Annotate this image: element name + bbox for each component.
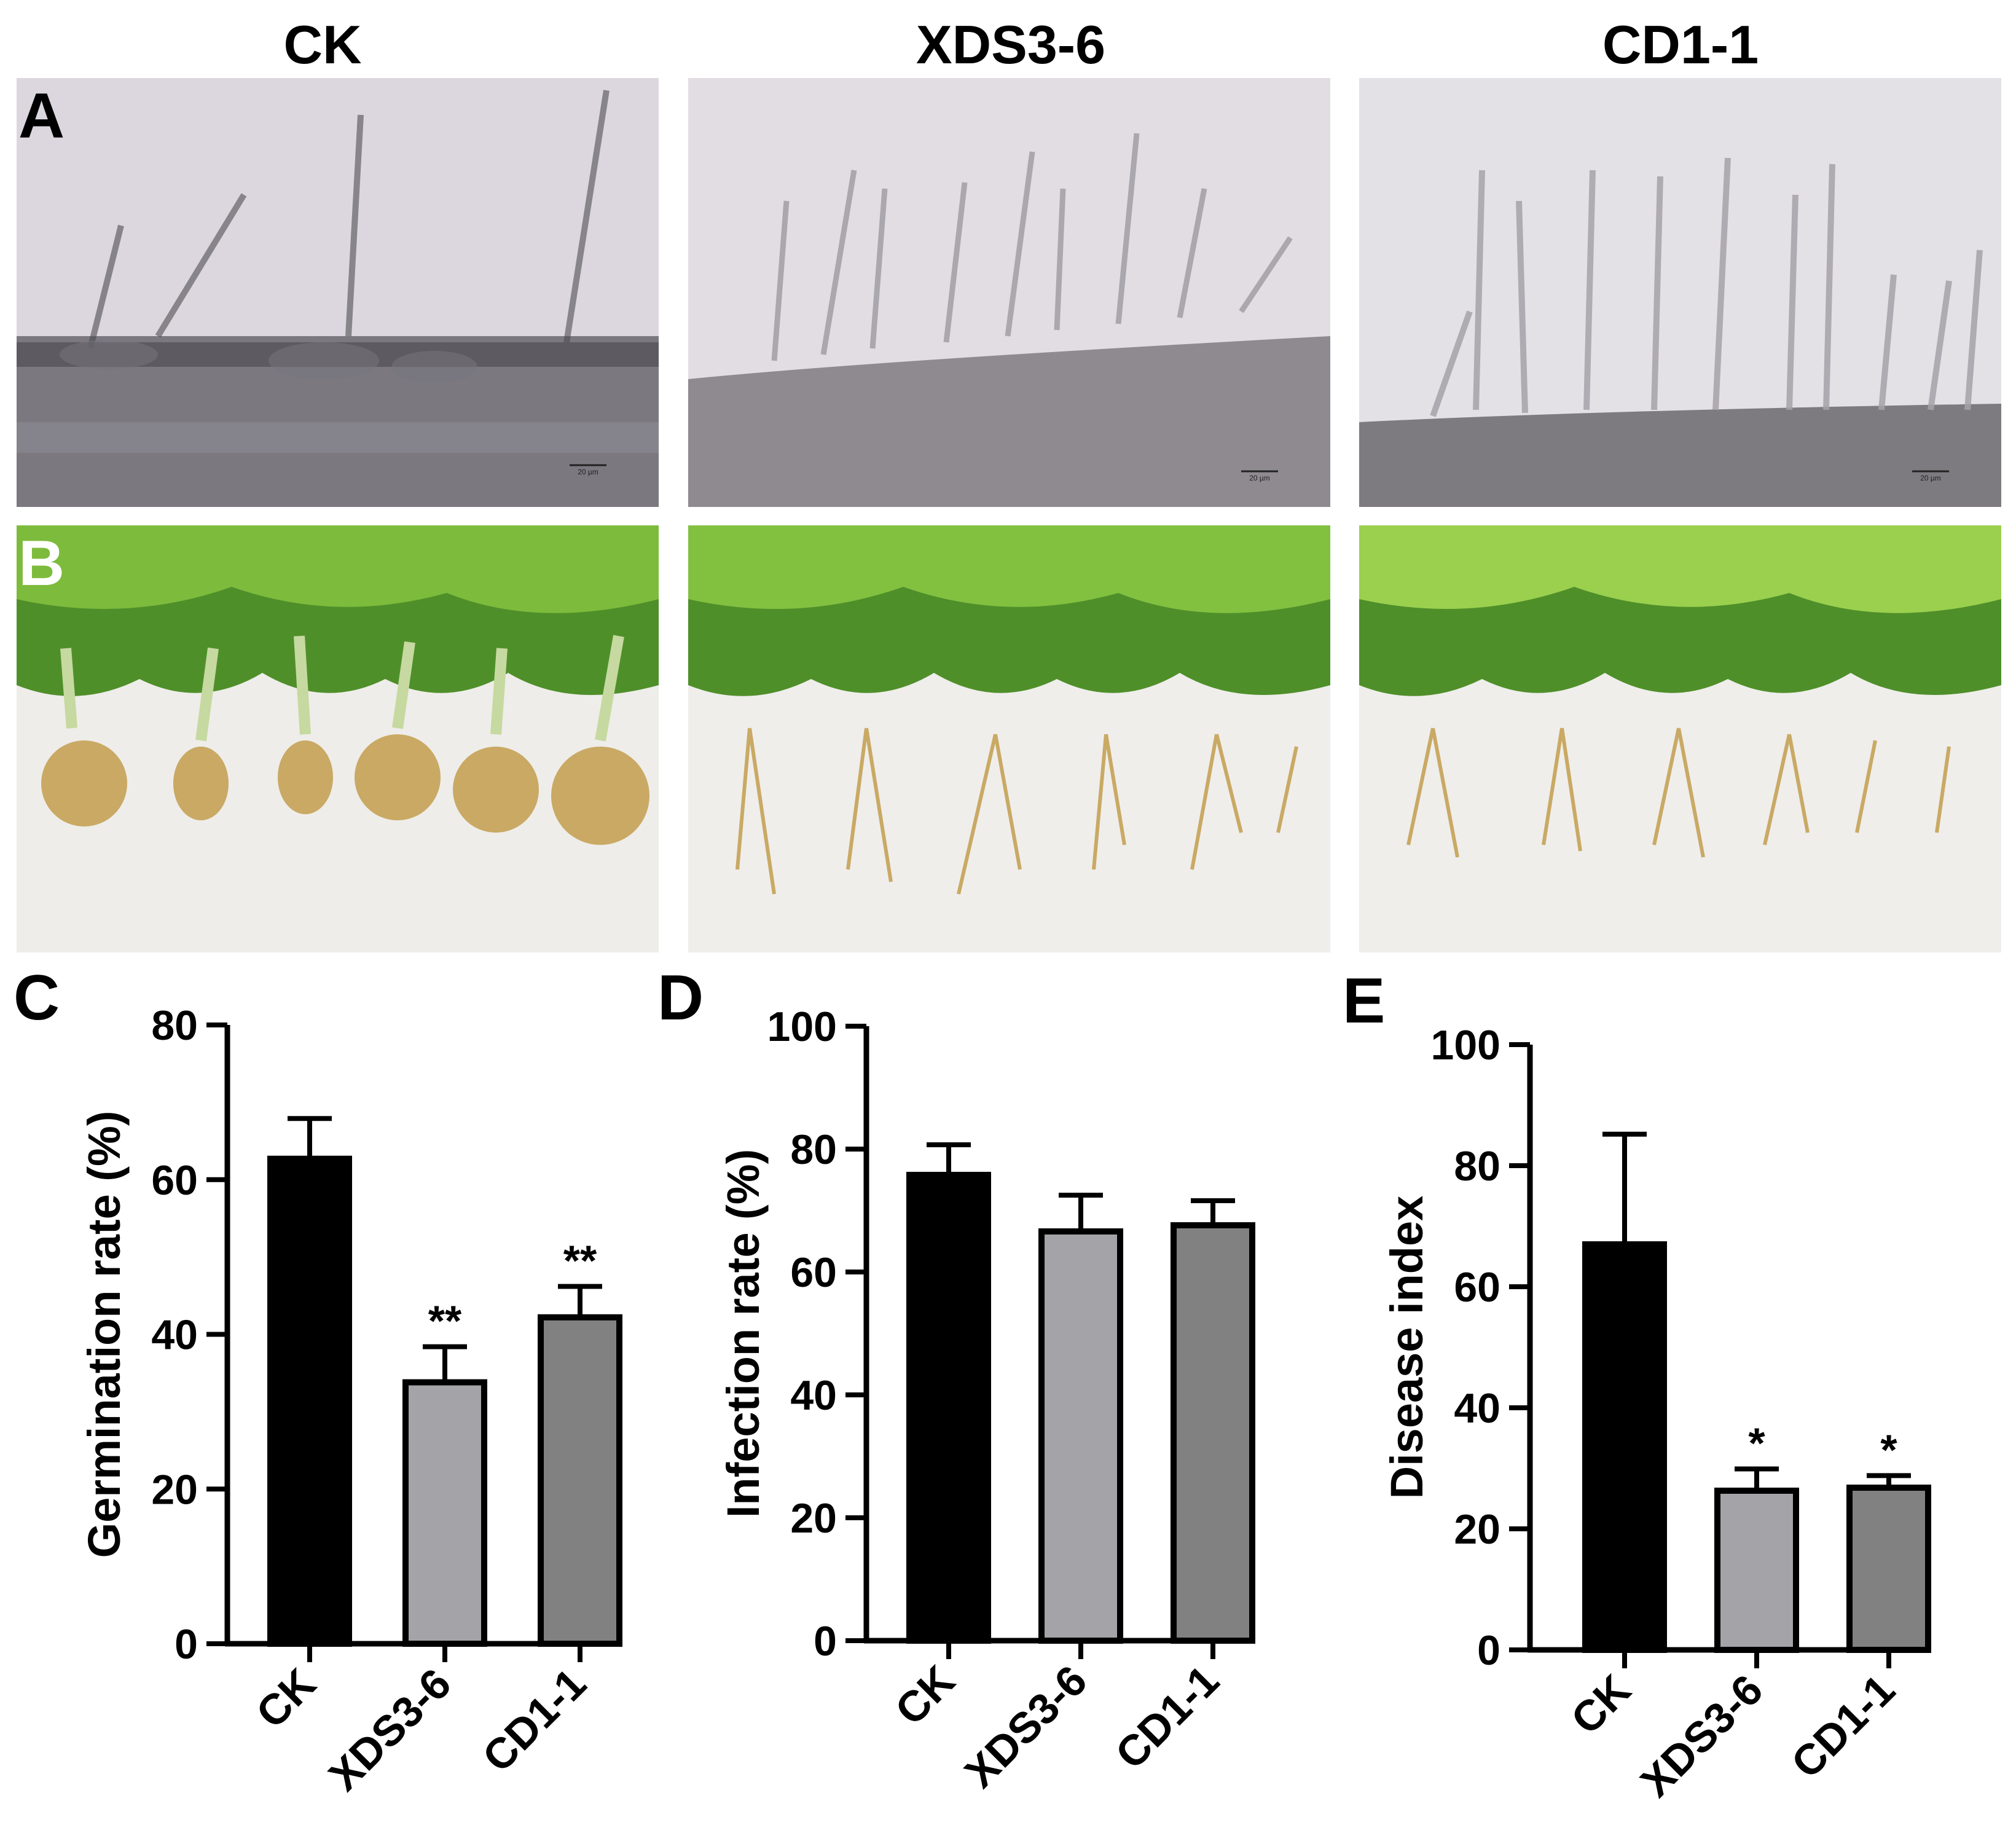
x-tick-label: CK — [247, 1659, 325, 1737]
bar-cd1-1 — [538, 1314, 622, 1647]
bar-ck — [906, 1172, 991, 1644]
y-tick-label: 60 — [1454, 1264, 1500, 1311]
micrograph-ck: 20 µm — [17, 78, 659, 507]
significance-marker: * — [1880, 1426, 1897, 1474]
plant-photo-ck — [17, 525, 659, 952]
y-axis-label: Disease index — [1381, 1196, 1432, 1499]
plant-photo-xds3-6 — [688, 525, 1330, 952]
panel-label-e: E — [1343, 965, 1386, 1037]
y-tick-label: 100 — [767, 1003, 837, 1050]
bar-ck — [267, 1155, 352, 1647]
y-tick-label: 80 — [1454, 1143, 1500, 1190]
y-tick-label: 80 — [790, 1126, 837, 1173]
y-tick-label: 60 — [790, 1249, 837, 1296]
micrograph-cd1-1: 20 µm — [1359, 78, 2001, 507]
y-tick-label: 60 — [151, 1157, 198, 1204]
significance-marker: * — [1748, 1419, 1765, 1467]
significance-marker: ** — [428, 1297, 462, 1345]
significance-marker: ** — [563, 1236, 597, 1284]
y-tick-label: 20 — [1454, 1506, 1500, 1553]
y-axis-label: Infection rate (%) — [718, 1149, 769, 1518]
y-tick-label: 20 — [790, 1495, 837, 1542]
y-tick-label: 20 — [151, 1466, 198, 1513]
x-tick-label: XDS3-6 — [1631, 1665, 1771, 1805]
y-tick-label: 40 — [151, 1312, 198, 1359]
bar-ck — [1582, 1241, 1667, 1653]
y-tick-label: 0 — [814, 1618, 837, 1665]
x-tick-label: CD1-1 — [473, 1659, 595, 1781]
scale-bar-label: 20 µm — [1249, 474, 1270, 482]
bar-cd1-1 — [1171, 1222, 1255, 1644]
y-tick-label: 0 — [1477, 1627, 1500, 1674]
bar-cd1-1 — [1846, 1485, 1931, 1654]
scale-bar-label: 20 µm — [1920, 474, 1941, 482]
x-tick-label: CD1-1 — [1106, 1656, 1228, 1778]
y-tick-label: 100 — [1431, 1022, 1500, 1069]
column-title-xds3-6: XDS3-6 — [916, 14, 1106, 75]
bar-xds3-6 — [1038, 1228, 1123, 1644]
disease-index-chart: 0 20 40 60 80 100 Disease index CK * XDS3-6 * CD1-1 — [1381, 1022, 1931, 1806]
y-tick-label: 40 — [1454, 1385, 1500, 1432]
panel-label-a: A — [18, 80, 65, 152]
panel-label-d: D — [657, 962, 704, 1034]
panel-label-c: C — [14, 962, 60, 1034]
scale-bar-label: 20 µm — [578, 468, 598, 476]
column-title-cd1-1: CD1-1 — [1602, 14, 1759, 75]
panel-label-b: B — [18, 528, 65, 599]
x-tick-label: XDS3-6 — [320, 1659, 460, 1799]
x-tick-label: CD1-1 — [1782, 1665, 1904, 1787]
y-tick-label: 40 — [790, 1372, 837, 1419]
bar-xds3-6 — [1714, 1487, 1799, 1653]
germination-rate-chart: 0 20 40 60 80 Germination rate (%) CK ** XDS3-6 *… — [79, 1002, 622, 1800]
micrograph-xds3-6: 20 µm — [688, 78, 1330, 507]
column-title-ck: CK — [283, 14, 362, 75]
plant-photo-cd1-1 — [1359, 525, 2001, 952]
y-axis-label: Germination rate (%) — [79, 1111, 130, 1558]
x-tick-label: CK — [1562, 1665, 1640, 1743]
y-tick-label: 80 — [151, 1002, 198, 1049]
bar-xds3-6 — [402, 1379, 487, 1647]
x-tick-label: CK — [886, 1656, 964, 1734]
y-tick-label: 0 — [175, 1621, 198, 1668]
x-tick-label: XDS3-6 — [955, 1656, 1096, 1796]
